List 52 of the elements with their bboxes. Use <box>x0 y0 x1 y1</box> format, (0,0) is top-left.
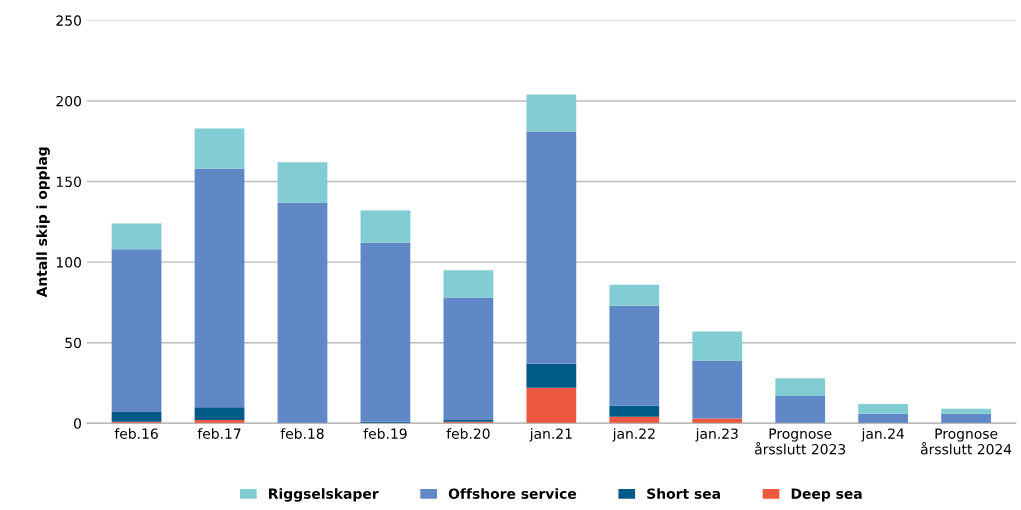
x-tick-label: Prognose årsslutt 2024 <box>920 428 1012 455</box>
bar <box>858 403 909 414</box>
y-tick-label: 50 <box>65 337 81 349</box>
bar <box>360 210 411 243</box>
bar <box>526 387 577 424</box>
bar <box>277 162 328 203</box>
x-tick-label: feb.17 <box>197 428 241 439</box>
bar <box>775 395 826 424</box>
bar <box>277 202 328 424</box>
bar <box>609 405 660 417</box>
bar <box>609 416 660 424</box>
bar <box>941 408 992 414</box>
bar <box>194 407 245 421</box>
x-tick-label: feb.20 <box>446 428 490 439</box>
bar <box>858 413 909 424</box>
bar <box>526 363 577 388</box>
legend-label: Deep sea <box>791 488 862 502</box>
x-tick-label: jan.21 <box>529 428 572 442</box>
bar <box>609 284 660 306</box>
x-tick-label: jan.24 <box>861 428 905 442</box>
x-tick-label: jan.22 <box>612 428 655 442</box>
y-tick-label: 0 <box>74 418 81 429</box>
y-axis-title: Antall skip i opplag <box>36 147 50 298</box>
x-tick-label: feb.18 <box>280 428 324 439</box>
x-tick-label: Prognose årsslutt 2023 <box>755 428 846 455</box>
bar <box>360 242 411 422</box>
legend-label: Short sea <box>647 488 720 499</box>
legend-label: Offshore service <box>448 488 577 499</box>
x-tick-label: feb.19 <box>363 428 407 439</box>
bar <box>609 305 660 406</box>
bar <box>194 128 245 169</box>
bar <box>443 297 494 421</box>
legend-label: Riggselskaper <box>269 488 379 502</box>
bar <box>443 270 494 298</box>
bar <box>775 378 826 396</box>
x-tick-label: jan.23 <box>695 428 738 442</box>
bar <box>111 249 162 413</box>
bar <box>526 94 577 132</box>
bar <box>692 331 743 361</box>
bar <box>526 131 577 364</box>
bar <box>941 413 992 424</box>
bar <box>111 223 162 250</box>
bar <box>194 420 245 424</box>
y-tick-label: 150 <box>56 176 81 188</box>
y-tick-label: 100 <box>56 257 81 268</box>
bar <box>111 412 162 422</box>
bar <box>194 168 245 408</box>
bar <box>692 360 743 419</box>
x-tick-label: feb.16 <box>114 428 158 439</box>
bar <box>692 418 743 424</box>
y-tick-label: 200 <box>56 95 81 107</box>
y-tick-label: 250 <box>56 15 81 26</box>
